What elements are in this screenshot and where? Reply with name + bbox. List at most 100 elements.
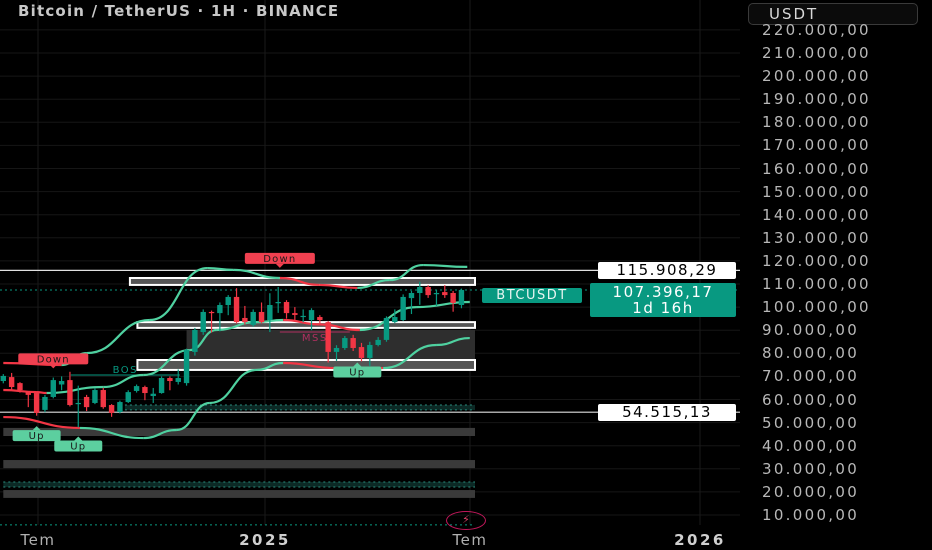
price-axis-label: 220.000,00 [762, 20, 871, 39]
signal-label-text: Down [263, 254, 296, 265]
candle-body [275, 302, 281, 304]
price-axis-label: 30.000,00 [762, 459, 860, 478]
candle-body [208, 311, 215, 314]
signal-label-box [54, 440, 103, 452]
band-segment [176, 401, 211, 432]
candle-body [433, 293, 440, 295]
signal-label-box [18, 353, 89, 365]
band-segment [319, 283, 358, 290]
band-segment [79, 426, 144, 440]
signal-label-text: Up [70, 441, 86, 452]
candle-body [458, 290, 465, 306]
band-segment [207, 266, 234, 272]
band-segment [149, 266, 208, 322]
band-segment [143, 428, 177, 440]
candle-body [167, 378, 173, 382]
zone-box [3, 427, 476, 436]
structure-label: MSS [302, 333, 328, 344]
candle-body [0, 375, 6, 382]
candle-body [442, 292, 448, 296]
time-axis-label: Tem [452, 531, 488, 549]
zone-box [3, 490, 476, 498]
symbol-tag: BTCUSDT [482, 288, 582, 303]
price-axis-label: 200.000,00 [762, 67, 871, 86]
band-segment [209, 368, 257, 405]
candle-body [83, 396, 90, 408]
band-segment [279, 276, 320, 287]
price-axis-label: 40.000,00 [762, 436, 860, 455]
candle-body [125, 392, 131, 403]
candle-body [342, 338, 348, 348]
candle-body [350, 338, 356, 348]
candle-body [158, 378, 165, 394]
signal-label-box [333, 366, 382, 378]
price-axis-label: 160.000,00 [762, 159, 871, 178]
band-segment [3, 415, 80, 430]
candles-layer [0, 281, 465, 428]
candle-body [408, 293, 415, 299]
price-axis-label: 150.000,00 [762, 182, 871, 201]
price-axis-label: 80.000,00 [762, 344, 860, 363]
candle-body [225, 296, 231, 306]
candle-body [375, 339, 381, 345]
candle-body [108, 405, 115, 413]
chart-title: Bitcoin / TetherUS · 1H · BINANCE [18, 2, 340, 20]
price-axis-label: 60.000,00 [762, 390, 860, 409]
band-segment [383, 343, 437, 370]
signal-label-text: Up [349, 368, 365, 379]
candle-body [425, 287, 431, 296]
candle-body [175, 378, 181, 382]
band-segment [283, 318, 320, 326]
price-axis-label: 210.000,00 [762, 44, 871, 62]
band-segment [103, 373, 144, 389]
candle-body [217, 305, 223, 314]
candle-body [417, 287, 423, 294]
candle-body [317, 317, 323, 321]
price-axis-label: 50.000,00 [762, 413, 860, 432]
candle-body [100, 390, 106, 408]
zone-box [124, 405, 475, 410]
band-segment [233, 268, 280, 280]
candle-body [325, 322, 331, 352]
candle-body [333, 347, 340, 352]
signal-arrow-down-icon [49, 364, 58, 369]
candle-body [292, 313, 298, 315]
structure-lines-layer: BOS MSS [70, 331, 350, 376]
candle-body [117, 402, 123, 412]
signal-label-box [244, 252, 315, 264]
signal-arrow-up-icon [353, 362, 362, 367]
price-axis-label: 140.000,00 [762, 205, 871, 224]
price-axis-label: 190.000,00 [762, 90, 871, 109]
price-axis-label: 90.000,00 [762, 321, 860, 340]
candle-body [75, 402, 81, 405]
band-segment [389, 263, 424, 282]
signal-arrow-up-icon [74, 436, 83, 441]
band-segment [256, 361, 284, 372]
band-segment [319, 323, 360, 332]
candle-body [250, 311, 256, 325]
price-axis-label: 70.000,00 [762, 367, 860, 386]
candle-body [358, 347, 365, 358]
lightning-icon[interactable]: ⚡ [446, 511, 486, 530]
candle-body [400, 296, 406, 321]
candle-body [450, 293, 456, 303]
band-segment [423, 263, 468, 269]
candle-body [133, 386, 140, 391]
structure-label: BOS [113, 365, 138, 376]
candle-body [67, 380, 73, 406]
time-axis-label: 2026 [674, 531, 726, 549]
band-segment [86, 318, 150, 355]
candle-body [258, 311, 265, 323]
price-axis-label: 130.000,00 [762, 228, 871, 247]
candle-body [17, 383, 23, 391]
candle-body [392, 317, 398, 323]
level-high-tag: 115.908,29 [598, 262, 736, 279]
last-price-value: 107.396,17 [612, 283, 714, 301]
candle-body [192, 329, 198, 352]
signal-label-text: Down [37, 354, 70, 365]
candle-body [242, 317, 248, 323]
candle-body [42, 396, 48, 410]
currency-selector[interactable]: USDT [748, 3, 918, 25]
candle-body [8, 377, 15, 388]
